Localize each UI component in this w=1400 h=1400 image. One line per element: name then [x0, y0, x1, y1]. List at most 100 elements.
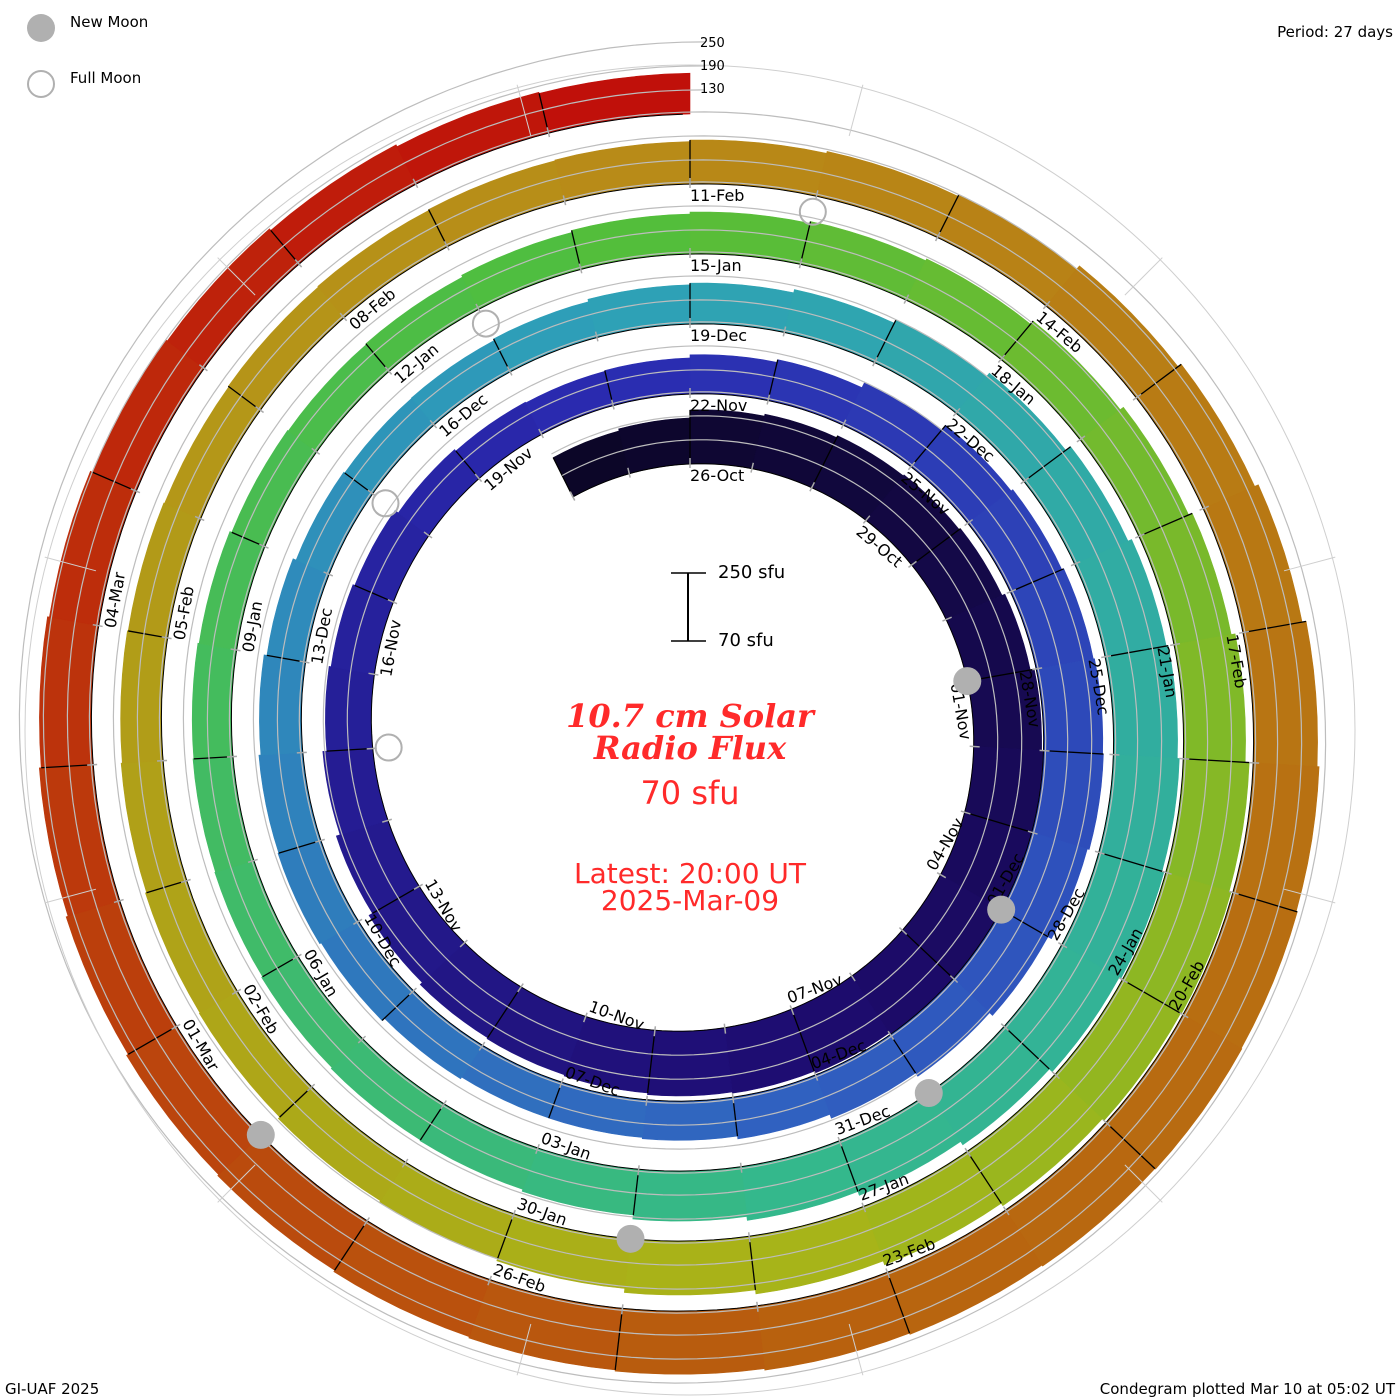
- day-tick: [837, 1136, 843, 1147]
- day-tick: [87, 763, 98, 766]
- day-tick: [423, 531, 433, 539]
- flux-bar: [614, 1305, 765, 1375]
- radial-gridline: [516, 84, 532, 137]
- day-tick: [964, 518, 974, 527]
- day-tick: [1102, 1119, 1111, 1128]
- flux-bar: [493, 301, 598, 373]
- day-tick: [487, 1275, 493, 1286]
- flux-bar: [641, 1096, 738, 1141]
- day-tick: [645, 1095, 648, 1106]
- day-tick: [387, 598, 398, 605]
- bar-separator: [128, 630, 168, 639]
- day-tick: [620, 1304, 624, 1315]
- new-moon-marker: [987, 895, 1016, 924]
- chart-title-line2: Radio Flux: [593, 729, 787, 767]
- bar-separator: [193, 755, 233, 760]
- bar-separator: [538, 93, 550, 134]
- day-tick: [306, 1083, 316, 1092]
- radial-gridline: [217, 1164, 256, 1203]
- bar-separator: [964, 811, 1034, 834]
- day-tick: [353, 918, 363, 925]
- reference-line-130: [66, 89, 1279, 1336]
- flux-bar: [800, 221, 927, 301]
- flux-bar: [571, 213, 691, 270]
- day-tick: [887, 1030, 895, 1040]
- day-tick: [363, 1217, 370, 1227]
- bar-separator: [41, 764, 94, 769]
- radial-gridline: [44, 888, 97, 904]
- day-tick: [782, 326, 787, 337]
- day-tick: [813, 1070, 819, 1081]
- day-tick: [259, 543, 269, 549]
- day-tick: [627, 467, 631, 478]
- day-tick: [862, 515, 871, 524]
- day-tick: [408, 987, 417, 996]
- flux-bar: [295, 471, 374, 575]
- day-tick: [1249, 761, 1260, 764]
- flux-bar: [231, 429, 317, 547]
- flux-bar: [214, 860, 299, 978]
- bar-separator: [632, 1169, 640, 1216]
- radial-gridline: [848, 1323, 864, 1376]
- date-label: 11-Feb: [690, 186, 744, 205]
- day-tick: [474, 473, 483, 483]
- day-tick: [1170, 642, 1181, 647]
- full-moon-legend-label: Full Moon: [70, 69, 142, 87]
- bar-separator: [1122, 979, 1181, 1014]
- day-tick: [294, 258, 303, 268]
- period-label: Period: 27 days: [1277, 23, 1393, 41]
- full-moon-marker: [471, 309, 500, 338]
- day-tick: [964, 1147, 972, 1157]
- day-tick: [885, 1268, 891, 1279]
- bar-separator: [1242, 620, 1307, 634]
- bar-separator: [791, 1008, 815, 1072]
- radial-gridline: [848, 84, 864, 137]
- day-tick: [908, 560, 917, 568]
- new-moon-marker: [914, 1079, 943, 1108]
- day-tick: [578, 263, 583, 274]
- bar-separator: [732, 1097, 739, 1137]
- day-tick: [1000, 1023, 1010, 1032]
- day-tick: [299, 660, 310, 664]
- day-tick: [384, 366, 393, 375]
- outer-circle: [24, 64, 1356, 1396]
- bar-separator: [487, 986, 522, 1039]
- date-label: 19-Dec: [690, 326, 747, 345]
- day-tick: [357, 1035, 367, 1044]
- bar-separator: [886, 1272, 911, 1334]
- radial-gridline: [1124, 1164, 1163, 1203]
- day-tick: [809, 481, 816, 492]
- day-tick: [443, 241, 450, 251]
- bar-separator: [1043, 749, 1104, 755]
- day-tick: [840, 419, 847, 430]
- new-moon-marker: [953, 667, 982, 696]
- radial-gridline: [44, 556, 97, 572]
- day-tick: [511, 1209, 516, 1220]
- latest-date: 2025-Mar-09: [600, 884, 780, 917]
- day-tick: [323, 571, 334, 577]
- bar-separator: [493, 338, 511, 373]
- flux-bar: [428, 160, 566, 248]
- day-tick: [1109, 753, 1120, 756]
- ref-label-130: 130: [700, 82, 725, 97]
- new-moon-marker: [246, 1120, 275, 1149]
- day-tick: [382, 818, 393, 823]
- bar-separator: [1105, 645, 1169, 658]
- day-tick: [1042, 300, 1051, 310]
- day-tick: [766, 394, 771, 405]
- day-tick: [157, 759, 168, 762]
- day-tick: [1179, 1012, 1189, 1019]
- day-tick: [339, 312, 348, 322]
- day-tick: [610, 399, 615, 410]
- day-tick: [1051, 1071, 1060, 1080]
- full-moon-marker: [371, 489, 400, 518]
- day-tick: [952, 407, 961, 417]
- day-tick: [1135, 533, 1145, 539]
- moon-markers: [246, 197, 1016, 1253]
- day-tick: [413, 883, 424, 890]
- day-tick: [171, 1023, 181, 1030]
- bar-separator: [548, 1082, 563, 1119]
- day-tick: [459, 939, 468, 948]
- bar-separator: [326, 747, 373, 752]
- new-moon-legend-icon: [27, 14, 55, 42]
